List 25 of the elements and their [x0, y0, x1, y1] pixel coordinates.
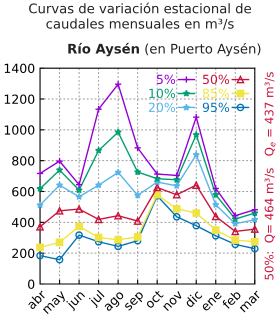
x-tick-label: feb — [221, 289, 242, 310]
x-tick-label: dic — [184, 289, 203, 308]
y-tick-label: 1400 — [4, 64, 34, 74]
text: 50%: Q= 464 m³/s Q$_{e}$ = 437 m³/s — [264, 72, 276, 280]
y-tick-label: 800 — [12, 156, 34, 166]
chart-title: Curvas de variación estacional de caudales mensuales en m³/s — [29, 2, 251, 30]
chart-subtitle: Río Aysén (en Puerto Aysén) — [68, 42, 260, 56]
y-tick-label: 400 — [12, 218, 34, 228]
x-tick-label: nov — [163, 290, 184, 312]
x-tick-label: jun — [65, 290, 87, 312]
legend-label: 95% — [202, 102, 230, 112]
y-tick-label: 1000 — [4, 125, 34, 135]
legend-label: 5% — [156, 74, 176, 84]
legend-label: 85% — [202, 88, 230, 98]
x-tick-label: sep — [124, 291, 146, 313]
legend-label: 50% — [202, 74, 230, 84]
y-tick-label: 0 — [28, 279, 34, 289]
y-tick-label: 600 — [12, 186, 34, 196]
x-tick-label: oct — [144, 290, 164, 309]
y-tick-label: 200 — [12, 248, 34, 258]
x-tick-label: ene — [202, 291, 222, 312]
legend-label: 10% — [149, 88, 176, 98]
x-tick-label: ago — [104, 291, 126, 314]
legend-label: 20% — [148, 102, 176, 112]
y-tick-label: 1200 — [4, 94, 34, 104]
